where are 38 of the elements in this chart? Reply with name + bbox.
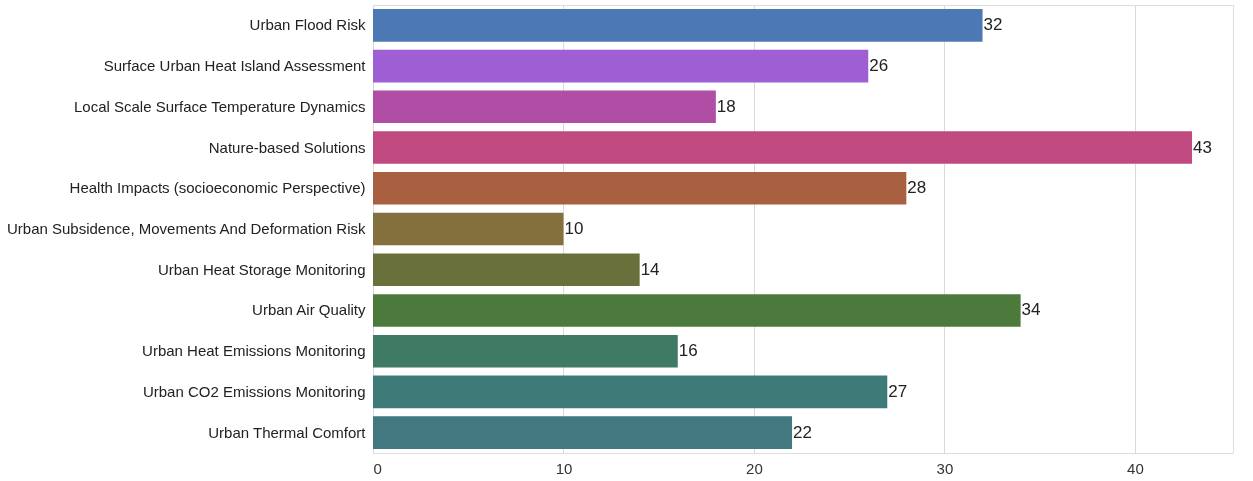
x-tick-label: 10 <box>555 459 573 477</box>
data-label: 10 <box>564 219 584 238</box>
y-tick-label: Surface Urban Heat Island Assessment <box>103 57 367 75</box>
y-tick-label: Urban Thermal Comfort <box>208 423 367 441</box>
y-tick-label: Urban CO2 Emissions Monitoring <box>142 382 366 400</box>
data-label: 43 <box>1193 137 1212 157</box>
bar <box>373 171 907 205</box>
bar <box>373 9 983 42</box>
y-tick-label: Urban Air Quality <box>252 301 366 319</box>
bar <box>373 334 678 368</box>
x-tick-label: 0 <box>373 459 382 477</box>
x-tick-label: 30 <box>936 459 954 477</box>
data-label: 34 <box>1021 300 1041 320</box>
bar <box>373 131 1193 164</box>
y-tick-label: Urban Heat Storage Monitoring <box>157 260 366 278</box>
data-label: 26 <box>869 56 889 76</box>
y-tick-label: Health Impacts (socioeconomic Perspective) <box>69 179 366 197</box>
data-label: 22 <box>793 422 812 442</box>
y-tick-label: Urban Flood Risk <box>249 16 366 34</box>
data-label: 32 <box>983 15 1003 35</box>
data-label: 18 <box>716 96 736 116</box>
bar <box>373 294 1021 327</box>
data-label: 16 <box>678 341 698 361</box>
y-tick-label: Urban Heat Emissions Monitoring <box>142 342 366 360</box>
y-tick-label: Urban Subsidence, Movements And Deformation Risk <box>6 220 366 237</box>
bar <box>373 416 793 449</box>
bar <box>373 90 716 124</box>
x-tick-label: 40 <box>1127 459 1144 477</box>
data-label: 27 <box>888 381 908 401</box>
bar <box>373 253 640 287</box>
y-tick-label: Local Scale Surface Temperature Dynamics <box>73 97 366 115</box>
data-label: 28 <box>907 178 927 198</box>
bar <box>373 375 888 409</box>
bar <box>373 49 869 83</box>
y-tick-label: Nature-based Solutions <box>208 138 366 156</box>
bar <box>373 212 564 246</box>
data-label: 14 <box>640 259 660 279</box>
x-tick-label: 20 <box>746 459 763 477</box>
